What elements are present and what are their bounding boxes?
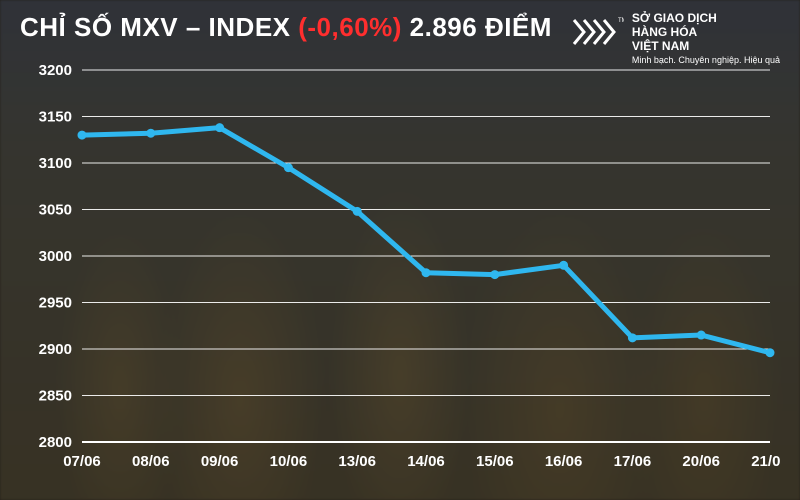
y-tick-label: 3050 [39,202,72,219]
x-tick-label: 15/06 [476,453,514,470]
y-tick-label: 3100 [39,155,72,172]
logo-line1: SỞ GIAO DỊCH [632,12,780,26]
x-tick-label: 17/06 [614,453,652,470]
data-point [78,131,87,140]
x-tick-label: 13/06 [338,453,376,470]
y-tick-label: 2800 [39,434,72,451]
svg-text:TM: TM [618,18,624,24]
data-point [215,123,224,132]
x-tick-label: 10/06 [270,453,308,470]
x-tick-label: 14/06 [407,453,445,470]
data-point [284,163,293,172]
y-tick-label: 3150 [39,109,72,126]
y-tick-label: 3200 [39,62,72,79]
chart-title: CHỈ SỐ MXV – INDEX (-0,60%) 2.896 ĐIỂM [20,12,552,43]
data-point [559,261,568,270]
header: CHỈ SỐ MXV – INDEX (-0,60%) 2.896 ĐIỂM T… [20,12,780,66]
title-suffix: 2.896 ĐIỂM [402,12,552,42]
data-point [353,207,362,216]
chart-svg: 2800 2850 2900 2950 3000 3050 3100 3150 3200 07/0… [20,60,780,480]
series-line [82,128,770,353]
x-tick-label: 09/06 [201,453,239,470]
index-line-chart: 2800 2850 2900 2950 3000 3050 3100 3150 3200 07/0… [20,60,780,480]
data-point [422,268,431,277]
data-point [146,129,155,138]
data-point [490,270,499,279]
x-tick-label: 21/06 [751,453,780,470]
y-tick-label: 2850 [39,388,72,405]
y-tick-label: 2900 [39,341,72,358]
x-tick-label: 08/06 [132,453,170,470]
title-prefix: CHỈ SỐ MXV – INDEX [20,12,298,42]
data-point [766,348,775,357]
logo-line3: VIỆT NAM [632,40,780,54]
data-point [628,333,637,342]
y-tick-label: 2950 [39,295,72,312]
x-tick-label: 16/06 [545,453,583,470]
y-tick-label: 3000 [39,248,72,265]
title-pct: (-0,60%) [298,12,402,42]
logo-mark-icon: TM [572,12,624,52]
logo-line2: HÀNG HÓA [632,26,780,40]
data-point [697,331,706,340]
logo: TM SỞ GIAO DỊCH HÀNG HÓA VIỆT NAM Minh b… [572,12,780,66]
x-tick-label: 20/06 [682,453,720,470]
x-tick-label: 07/06 [63,453,101,470]
